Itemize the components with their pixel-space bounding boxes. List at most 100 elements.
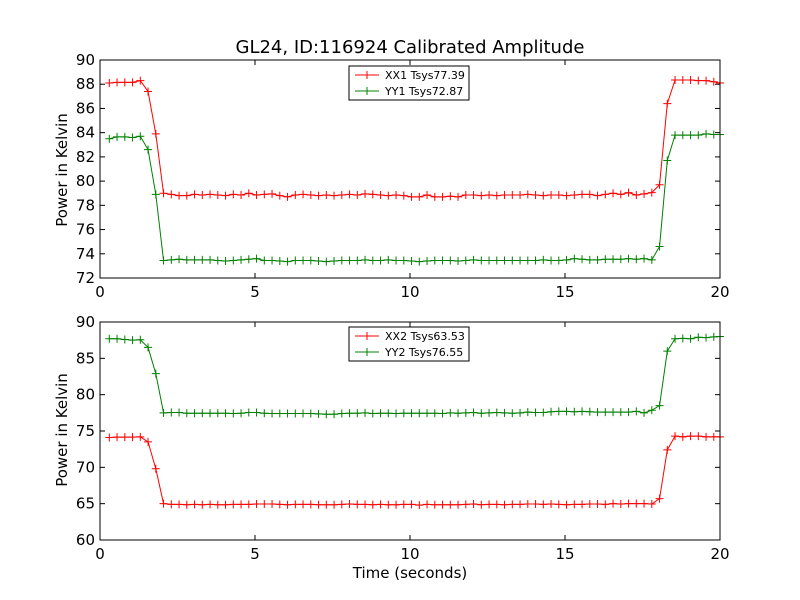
top-series-0-point [229, 190, 238, 199]
bottom-series-0-point [585, 500, 594, 509]
top-series-0-point [299, 190, 308, 199]
top-series-0-point [337, 191, 346, 200]
top-series-0-point [570, 191, 579, 200]
bottom-series-1-point [159, 408, 168, 417]
bottom-series-1-point [562, 407, 571, 416]
bottom-series-1-point [694, 333, 703, 342]
bottom-series-1-point [252, 408, 261, 417]
bottom-y-tick-label: 75 [76, 422, 95, 440]
top-series-1-point [314, 257, 323, 266]
top-y-tick-label: 80 [76, 172, 95, 190]
top-series-1-point [376, 256, 385, 265]
top-legend-label: YY1 Tsys72.87 [384, 85, 463, 98]
x-axis-label: Time (seconds) [352, 564, 468, 582]
top-y-tick-label: 86 [76, 99, 95, 117]
top-series-1-point [190, 255, 199, 264]
top-series-1-point [632, 255, 641, 264]
bottom-series-0-point [252, 500, 261, 509]
bottom-series-1-point [376, 409, 385, 418]
bottom-series-0-point [337, 500, 346, 509]
bottom-series-1-point [128, 336, 137, 345]
top-series-0-point [376, 191, 385, 200]
bottom-series-1-point [647, 406, 656, 415]
bottom-series-0-point [438, 500, 447, 509]
top-series-0-point [237, 191, 246, 200]
top-series-1-point [260, 256, 269, 265]
top-series-1-point [423, 257, 432, 266]
bottom-series-0-point [671, 432, 680, 441]
bottom-series-1-point [330, 410, 339, 419]
bottom-series-1-point [407, 409, 416, 418]
top-series-1-point [547, 256, 556, 265]
top-series-0-point [283, 192, 292, 201]
bottom-series-1-point [686, 334, 695, 343]
bottom-series-1-point [632, 407, 641, 416]
top-series-1-point [268, 256, 277, 265]
top-series-1-point [206, 255, 215, 264]
top-series-0-point [275, 191, 284, 200]
bottom-x-tick-label: 20 [710, 545, 729, 563]
bottom-series-0-point [221, 500, 230, 509]
bottom-series-1-point [361, 408, 370, 417]
top-series-1-point [454, 257, 463, 266]
top-y-tick-label: 78 [76, 196, 95, 214]
top-series-1-point [221, 257, 230, 266]
top-series-1-point [469, 255, 478, 264]
bottom-series-0-point [454, 500, 463, 509]
bottom-y-axis-label: Power in Kelvin [53, 373, 71, 487]
top-series-0-point [477, 191, 486, 200]
top-series-0-point [268, 189, 277, 198]
top-y-tick-label: 82 [76, 148, 95, 166]
bottom-series-0-point [570, 500, 579, 509]
bottom-series-0-point [655, 494, 664, 503]
bottom-series-0-point [283, 500, 292, 509]
bottom-series-0-point [423, 500, 432, 509]
bottom-legend-box [348, 326, 470, 362]
bottom-series-1-point [105, 334, 114, 343]
top-series-1-point [601, 255, 610, 264]
top-series-1-point [144, 145, 153, 154]
top-series-1-point [291, 256, 300, 265]
bottom-legend-label: XX2 Tsys63.53 [385, 330, 465, 343]
top-series-1-point [508, 256, 517, 265]
bottom-series-0-point [314, 500, 323, 509]
top-series-0-point [469, 191, 478, 200]
top-series-0-point [461, 191, 470, 200]
top-series-0-point [221, 191, 230, 200]
bottom-series-1-point [508, 409, 517, 418]
top-legend-box [348, 65, 470, 101]
bottom-series-0-point [182, 500, 191, 509]
top-series-1-point [663, 156, 672, 165]
bottom-y-tick-label: 65 [76, 495, 95, 513]
bottom-series-1-point [384, 409, 393, 418]
top-series-0-point [345, 190, 354, 199]
top-series-0-point [516, 191, 525, 200]
top-series-0-point [314, 191, 323, 200]
bottom-series-1-point [523, 408, 532, 417]
top-series-1-point [485, 256, 494, 265]
top-series-0-point [531, 191, 540, 200]
top-series-0-point [113, 78, 122, 87]
bottom-series-0-point [175, 500, 184, 509]
top-series-0-point [616, 190, 625, 199]
top-series-1-point [562, 255, 571, 264]
bottom-series-1-point [244, 408, 253, 417]
bottom-x-tick-label: 5 [250, 545, 260, 563]
bottom-series-1-point [229, 409, 238, 418]
bottom-series-1-point [206, 409, 215, 418]
bottom-series-0-point [508, 500, 517, 509]
top-series-0-point [640, 189, 649, 198]
top-series-1-point [554, 256, 563, 265]
top-series-1-point [438, 256, 447, 265]
top-series-0-point [128, 78, 137, 87]
top-series-1-point [306, 256, 315, 265]
bottom-series-0-point [554, 500, 563, 509]
bottom-series-0-point [492, 500, 501, 509]
top-series-1-point [655, 242, 664, 251]
top-series-0-point [547, 191, 556, 200]
bottom-series-0-point [399, 500, 408, 509]
top-series-0-point [430, 192, 439, 201]
bottom-series-1-point [144, 343, 153, 352]
top-series-1-point [399, 256, 408, 265]
